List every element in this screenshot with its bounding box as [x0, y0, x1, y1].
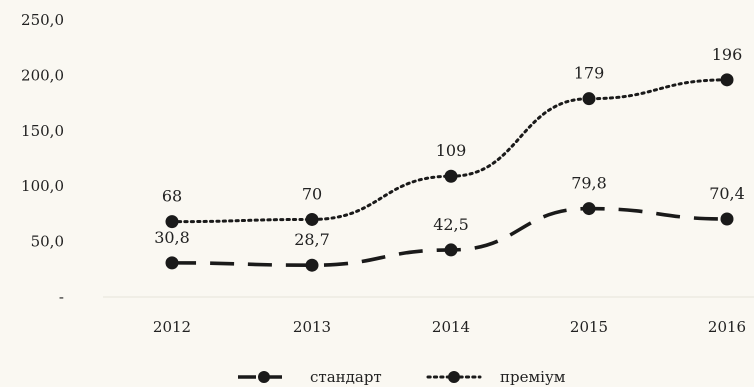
- data-label: 109: [436, 141, 467, 160]
- data-point: [582, 202, 596, 216]
- y-tick-label: -: [59, 288, 64, 306]
- data-label: 196: [712, 45, 743, 64]
- legend-label: преміум: [500, 368, 566, 386]
- y-tick-label: 50,0: [31, 233, 64, 251]
- data-point: [720, 73, 734, 87]
- legend: стандарт преміум: [238, 368, 566, 386]
- data-point: [165, 256, 179, 270]
- data-label: 179: [574, 64, 605, 83]
- series-dotted: 68 70 109 179 196: [162, 45, 743, 229]
- data-point: [444, 169, 458, 183]
- data-point: [305, 212, 319, 226]
- data-label: 30,8: [154, 228, 190, 247]
- data-point: [444, 243, 458, 257]
- y-tick-label: 200,0: [21, 66, 64, 84]
- data-point: [305, 258, 319, 272]
- legend-item: преміум: [426, 368, 566, 386]
- data-point: [582, 92, 596, 106]
- x-tick-label: 2015: [570, 318, 608, 336]
- data-point: [720, 212, 734, 226]
- x-tick-label: 2013: [293, 318, 331, 336]
- x-axis: 2012 2013 2014 2015 2016: [153, 318, 746, 336]
- x-tick-label: 2014: [432, 318, 470, 336]
- legend-marker-icon: [258, 371, 270, 383]
- series-group: 68 70 109 179 196 30,8 28,7 42,5 79,8 70,4: [154, 45, 745, 272]
- x-tick-label: 2012: [153, 318, 191, 336]
- data-label: 68: [162, 187, 182, 206]
- data-label: 28,7: [294, 230, 330, 249]
- legend-item: стандарт: [238, 368, 382, 386]
- data-point: [165, 215, 179, 229]
- legend-label: стандарт: [310, 368, 382, 386]
- y-tick-label: 250,0: [21, 11, 64, 29]
- legend-marker-icon: [448, 371, 460, 383]
- y-axis: 250,0 200,0 150,0 100,0 50,0 -: [21, 11, 64, 306]
- y-tick-label: 100,0: [21, 177, 64, 195]
- data-label: 70: [302, 184, 322, 203]
- data-label: 42,5: [433, 215, 469, 234]
- x-tick-label: 2016: [708, 318, 746, 336]
- data-label: 79,8: [571, 174, 607, 193]
- series-dashed: 30,8 28,7 42,5 79,8 70,4: [154, 174, 745, 272]
- data-label: 70,4: [709, 184, 745, 203]
- y-tick-label: 150,0: [21, 122, 64, 140]
